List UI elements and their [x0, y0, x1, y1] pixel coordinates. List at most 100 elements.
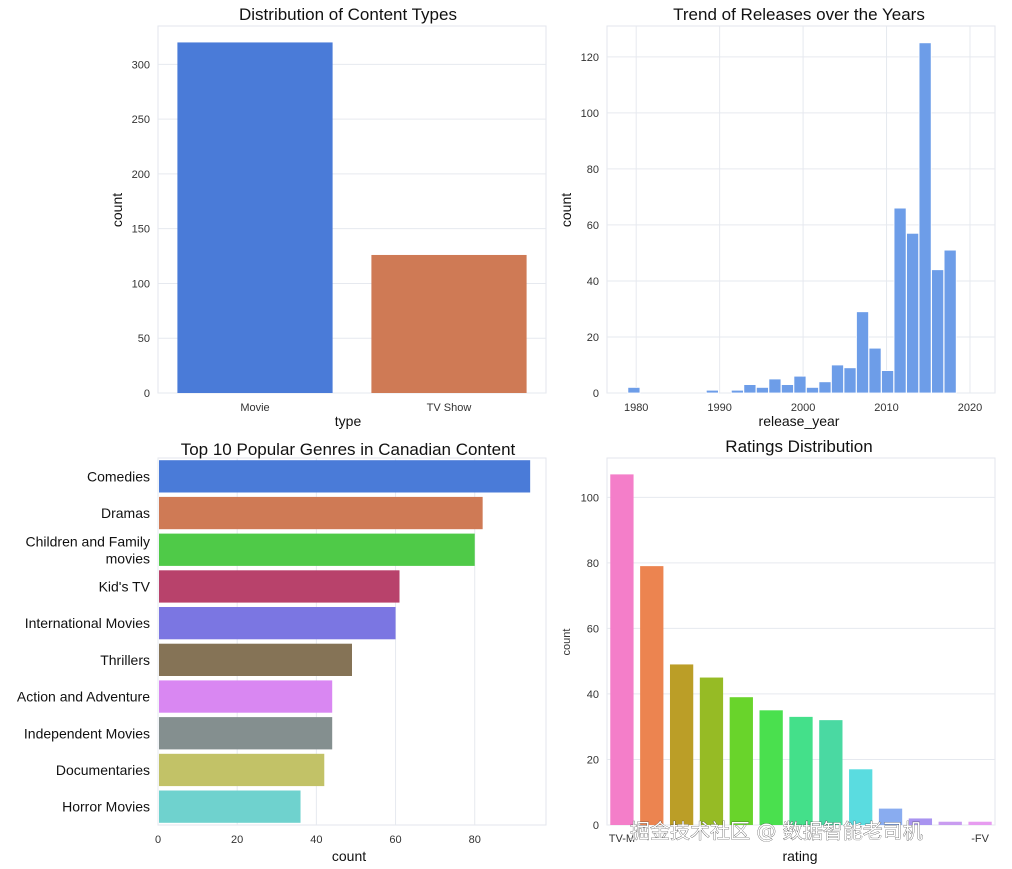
release-trend-xtick: 1990 — [707, 402, 731, 414]
release-trend-xtick: 2000 — [791, 402, 815, 414]
content-types-ytick: 50 — [138, 333, 150, 345]
release-trend-title: Trend of Releases over the Years — [673, 5, 925, 24]
ratings-bar-pg-13 — [729, 697, 753, 825]
ratings-bar-tv-y7-fv — [968, 821, 992, 825]
genres-xtick: 0 — [155, 834, 161, 846]
genres-xtick: 80 — [469, 834, 481, 846]
release-trend-bin — [906, 232, 920, 394]
release-trend-ylabel: count — [558, 193, 574, 227]
ratings-ytick: 100 — [581, 492, 599, 504]
release-trend-bin — [768, 378, 782, 394]
release-trend-bin — [755, 386, 769, 394]
release-trend-ytick: 20 — [587, 332, 599, 344]
release-trend-xtick: 1980 — [624, 402, 648, 414]
content-types-bar-tv-show — [371, 254, 527, 393]
ratings-bar-nr — [908, 818, 933, 825]
release-trend-ytick: 0 — [593, 388, 599, 400]
genres-bar-horror-movies — [159, 790, 301, 823]
content-types-xtick: TV Show — [427, 402, 472, 414]
genres-bar-thrillers — [159, 643, 352, 676]
ratings-bar-tv-y7 — [759, 710, 783, 825]
genres-bar-documentaries — [159, 753, 325, 787]
genres-ytick: Independent Movies — [24, 725, 150, 741]
release-trend-bin — [893, 207, 907, 394]
release-trend-xlabel: release_year — [759, 413, 840, 429]
genres-ytick: Thrillers — [100, 652, 150, 668]
watermark: 掘金技术社区 @ 数据智能老司机 — [630, 819, 923, 843]
genres-xtick: 60 — [389, 834, 401, 846]
ratings-ytick: 60 — [587, 623, 599, 635]
content-types-ytick: 300 — [132, 59, 150, 71]
release-trend-bin — [943, 249, 957, 394]
genres-ytick: Kid's TV — [99, 578, 151, 594]
release-trend-bin — [881, 370, 895, 394]
ratings-xtick: TV-M — [609, 833, 635, 845]
release-trend-ytick: 40 — [587, 276, 599, 288]
release-trend-xtick: 2010 — [874, 402, 898, 414]
release-trend-bin — [627, 386, 641, 394]
release-trend-bin — [831, 364, 844, 394]
ratings-bar-tv-g — [789, 716, 813, 825]
release-trend-ytick: 120 — [581, 52, 599, 64]
genres-bar-dramas — [159, 496, 483, 530]
release-trend-xtick: 2020 — [958, 402, 982, 414]
content-types-ytick: 0 — [144, 388, 150, 400]
ratings-ylabel: count — [561, 629, 573, 656]
content-types-ytick: 250 — [132, 114, 150, 126]
release-trend-bin — [931, 269, 945, 394]
content-types-ytick: 150 — [132, 224, 150, 236]
ratings-ytick: 20 — [587, 754, 599, 766]
ratings-bar-pg — [849, 769, 873, 825]
content-types-bar-movie — [177, 42, 333, 394]
genres-bar-independent-movies — [159, 717, 333, 750]
genres-bar-kid-s-tv — [159, 570, 400, 603]
genres-bar-comedies — [159, 460, 531, 493]
ratings-bar-tv-14 — [640, 566, 664, 825]
genres-bar-children-and-family-movies — [159, 533, 475, 566]
genres-bar-international-movies — [159, 607, 396, 640]
genres-ytick: Children and Family movies — [26, 533, 151, 566]
ratings-xlabel: rating — [782, 848, 817, 864]
genres-ytick: Action and Adventure — [17, 689, 150, 705]
content-types-chart: Distribution of Content Types type count… — [109, 5, 547, 429]
genres-ytick: Horror Movies — [62, 799, 150, 815]
ratings-bar-r — [669, 664, 694, 825]
content-types-xtick: Movie — [240, 402, 269, 414]
release-trend-bin — [806, 386, 819, 394]
genres-xtick: 40 — [310, 834, 322, 846]
release-trend-chart: Trend of Releases over the Years release… — [558, 5, 996, 429]
genres-ytick: Comedies — [87, 468, 150, 484]
content-types-xlabel: type — [335, 413, 362, 429]
genres-bar-action-and-adventure — [159, 680, 333, 713]
ratings-bar-nc-17 — [938, 821, 962, 825]
release-trend-ytick: 80 — [587, 164, 599, 176]
ratings-bar-tv-pg — [699, 677, 724, 825]
release-trend-bin — [780, 384, 794, 394]
release-trend-bin — [868, 347, 882, 394]
content-types-ylabel: count — [109, 193, 125, 227]
release-trend-bin — [856, 311, 869, 394]
ratings-chart: Ratings Distribution rating count 0 20 40 6… — [561, 437, 996, 864]
content-types-ytick: 100 — [132, 278, 150, 290]
release-trend-bin — [730, 389, 744, 394]
release-trend-ytick: 100 — [581, 108, 599, 120]
release-trend-bin — [843, 367, 857, 394]
genres-ytick: International Movies — [25, 615, 150, 631]
content-types-title: Distribution of Content Types — [239, 5, 457, 24]
genres-xlabel: count — [332, 848, 366, 864]
release-trend-bin — [918, 42, 932, 394]
ratings-bar-g — [878, 808, 903, 825]
ratings-title: Ratings Distribution — [725, 437, 872, 456]
genres-chart: Top 10 Popular Genres in Canadian Conten… — [17, 440, 547, 864]
genres-ytick: Documentaries — [56, 762, 150, 778]
ratings-ytick: 0 — [593, 820, 599, 832]
genres-ytick: Dramas — [101, 505, 150, 521]
genres-xtick: 20 — [231, 834, 243, 846]
content-types-ytick: 200 — [132, 169, 150, 181]
release-trend-bin — [793, 375, 807, 394]
release-trend-bin — [743, 384, 757, 394]
ratings-ytick: 40 — [587, 689, 599, 701]
ratings-ytick: 80 — [587, 558, 599, 570]
ratings-bar-tv-ma — [610, 474, 634, 825]
